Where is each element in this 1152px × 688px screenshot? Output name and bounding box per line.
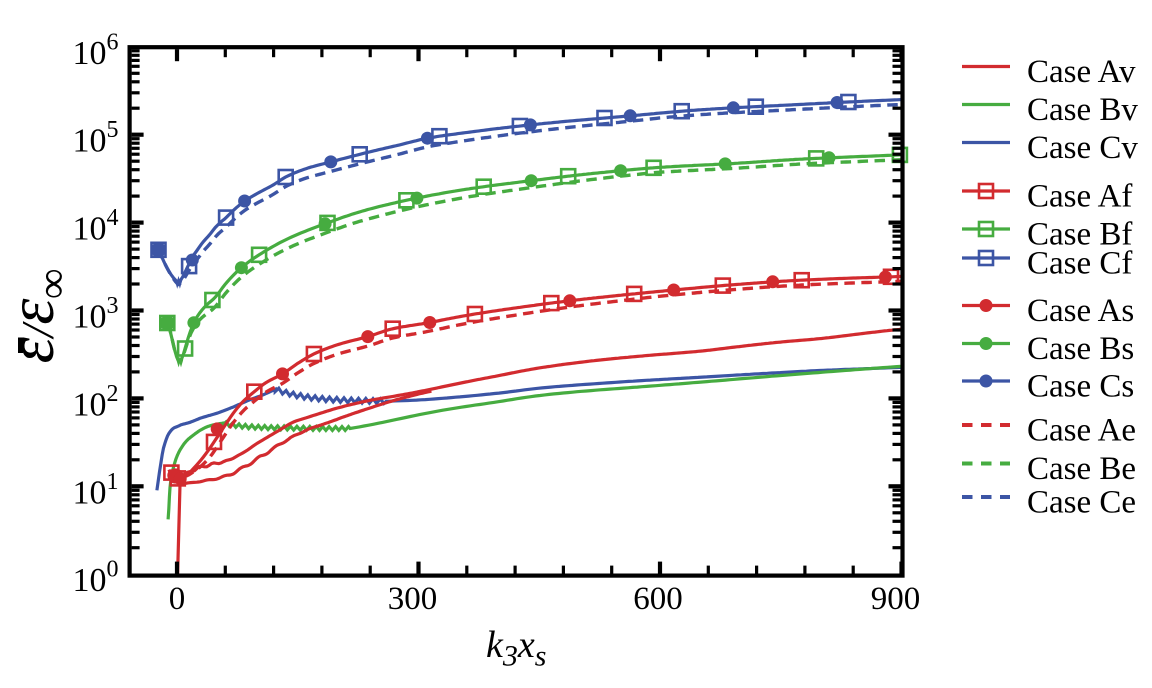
svg-text:Case As: Case As — [1027, 293, 1134, 329]
svg-text:Case Be: Case Be — [1027, 451, 1136, 487]
svg-text:Case Bs: Case Bs — [1027, 331, 1134, 367]
svg-text:Case Ce: Case Ce — [1027, 485, 1136, 521]
svg-text:900: 900 — [871, 581, 921, 617]
svg-text:Case Av: Case Av — [1027, 54, 1136, 90]
svg-text:Case Cs: Case Cs — [1027, 369, 1134, 405]
svg-text:Case Cf: Case Cf — [1027, 246, 1132, 282]
svg-text:Case Ae: Case Ae — [1027, 413, 1136, 449]
svg-text:Case Bv: Case Bv — [1027, 92, 1138, 128]
svg-text:0: 0 — [169, 581, 186, 617]
svg-text:Case Bf: Case Bf — [1027, 217, 1132, 253]
svg-text:Case Af: Case Af — [1027, 179, 1132, 215]
svg-text:Case Cv: Case Cv — [1027, 130, 1138, 166]
svg-text:ε/ε∞: ε/ε∞ — [0, 269, 76, 364]
svg-text:300: 300 — [388, 581, 438, 617]
svg-text:600: 600 — [633, 581, 683, 617]
